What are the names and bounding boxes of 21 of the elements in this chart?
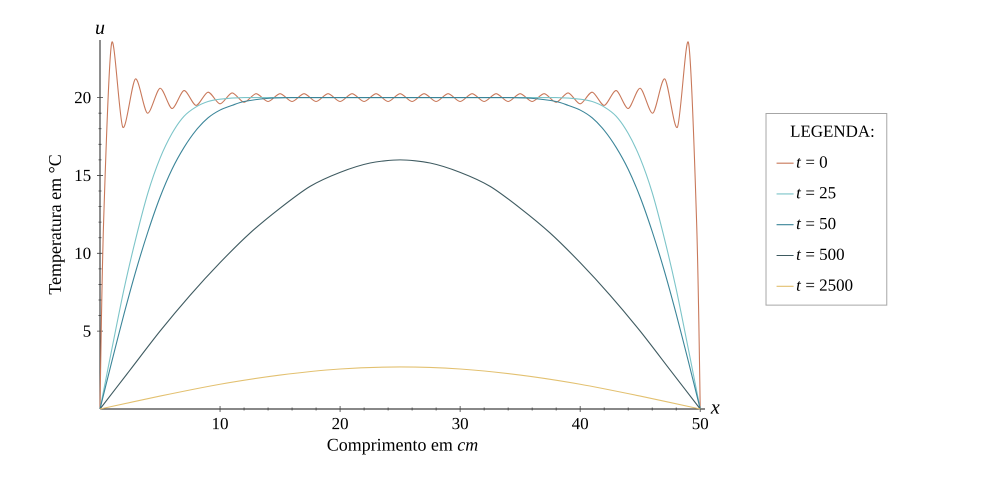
line-series: [99, 159, 701, 410]
legend-label: t = 500: [796, 248, 844, 260]
y-tick-label: 15: [76, 170, 90, 182]
text: x: [710, 404, 720, 414]
x-tick-label: 10: [213, 418, 228, 430]
legend-label: t = 2500: [796, 279, 852, 291]
line-series: [99, 366, 701, 410]
x-tick-label: 50: [692, 418, 708, 430]
legend-label: t = 0: [796, 156, 827, 168]
y-tick-label: 10: [76, 248, 91, 260]
y-tick-label: 20: [74, 92, 91, 104]
y-tick-label: 5: [84, 326, 90, 337]
legend-title: LEGENDA:: [790, 126, 874, 137]
x-tick-label: 40: [572, 418, 588, 430]
y-axis-title: Temperatura em °C: [48, 155, 65, 294]
text: u: [96, 24, 104, 34]
x-axis-title: Comprimento em cm: [328, 438, 478, 454]
x-tick-label: 30: [452, 418, 468, 430]
legend-label: t = 50: [796, 218, 836, 230]
legend-label: t = 25: [796, 187, 836, 198]
x-tick-label: 20: [332, 418, 348, 430]
